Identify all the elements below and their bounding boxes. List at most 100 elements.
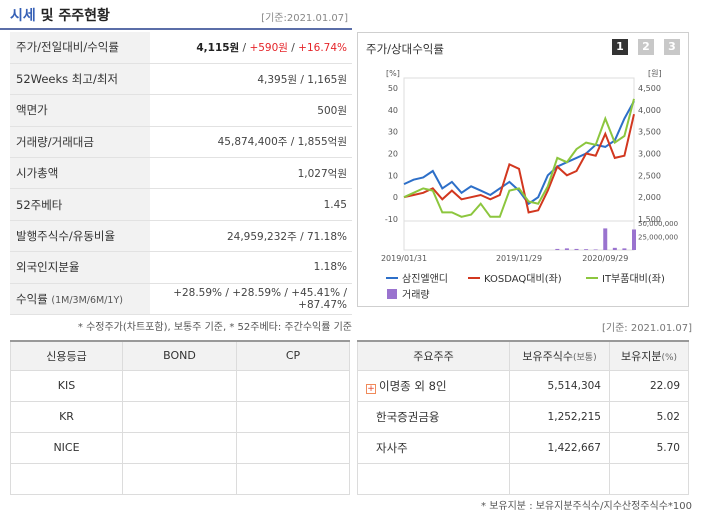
table-row: 자사주 1,422,667 5.70: [357, 431, 689, 465]
row-shares: 발행주식수/유동비율 24,959,232주 / 71.18%: [10, 220, 352, 253]
row-volume: 거래량/거래대금 45,874,400주 / 1,855억원: [10, 126, 352, 159]
volume-bar: [564, 248, 569, 250]
table-row: + 이명종 외 8인 5,514,304 22.09: [357, 369, 689, 402]
cp-rating: [236, 463, 350, 496]
holder-shares: 5,514,304: [509, 369, 610, 402]
credit-agency: KIS: [10, 369, 123, 402]
section-title: 시세 및 주주현황: [10, 8, 110, 24]
holder-shares: [509, 463, 610, 496]
row-return: 수익률 (1M/3M/6M/1Y) +28.59% / +28.59% / +4…: [10, 283, 352, 316]
row-value: 500원: [150, 94, 352, 127]
row-key: 수익률 (1M/3M/6M/1Y): [10, 283, 150, 316]
holder-name: [357, 463, 510, 496]
x-tick-label: 2019/01/31: [381, 254, 427, 263]
left-axis-unit: [%]: [386, 69, 400, 78]
right-axis-unit: [원]: [648, 69, 662, 78]
credit-header: BOND: [122, 340, 237, 371]
row-52weeks: 52Weeks 최고/최저 4,395원 / 1,165원: [10, 63, 352, 96]
right-tick-label: 3,500: [638, 128, 661, 137]
row-market-cap: 시가총액 1,027억원: [10, 157, 352, 190]
x-tick-label: 2020/09/29: [582, 254, 628, 263]
bond-rating: [122, 463, 237, 496]
holder-name: 자사주: [357, 431, 510, 465]
right-tick-label: 4,000: [638, 106, 661, 115]
expand-plus-icon[interactable]: +: [366, 383, 376, 394]
row-value: 1.18%: [150, 251, 352, 284]
credit-agency: KR: [10, 400, 123, 433]
volume-bar: [603, 228, 608, 250]
chart-page-2-button[interactable]: 2: [638, 39, 654, 55]
market-info-table: 주가/전일대비/수익률 4,115원 / +590원 / +16.74% 52W…: [10, 32, 352, 316]
row-value: 4,395원 / 1,165원: [150, 63, 352, 96]
chart-title: 주가/상대수익률: [366, 42, 444, 56]
market-note: * 수정주가(차트포함), 보통주 기준, * 52주베타: 주간수익률 기준: [77, 322, 352, 333]
right-tick-label: 4,500: [638, 84, 661, 93]
cp-rating: [236, 400, 350, 433]
table-row: [10, 463, 350, 496]
chart-page-3-button[interactable]: 3: [664, 39, 680, 55]
holder-ratio: [609, 463, 689, 496]
right-tick-label: 2,000: [638, 193, 661, 202]
chart-panel: 주가/상대수익률 1 2 3 [%] [원] 50 40 30 20 10 0 -10 4,500…: [357, 32, 689, 307]
left-tick-label: 0: [393, 193, 398, 202]
row-value: 1,027억원: [150, 157, 352, 190]
left-tick-label: 30: [388, 128, 398, 137]
section-header: 시세 및 주주현황 [기준:2021.01.07]: [0, 0, 352, 30]
volume-bar: [622, 248, 627, 250]
volume-bar: [612, 247, 617, 250]
holders-header: 보유주식수(보통): [509, 340, 610, 371]
volume-bar: [555, 248, 560, 250]
x-tick-label: 2019/11/29: [496, 254, 542, 263]
row-value: 1.45: [150, 188, 352, 221]
base-date-right: [기준: 2021.01.07]: [601, 323, 692, 334]
legend-label: IT부품대비(좌): [602, 273, 665, 285]
credit-rating-table: 신용등급 BOND CP KIS KR NICE: [10, 340, 350, 496]
left-tick-label: 40: [388, 106, 398, 115]
volume-bar: [593, 249, 598, 250]
row-beta: 52주베타 1.45: [10, 188, 352, 221]
table-row: KIS: [10, 369, 350, 402]
left-tick-label: 20: [388, 150, 398, 159]
credit-agency: NICE: [10, 431, 123, 465]
row-key: 52주베타: [10, 188, 150, 221]
row-key: 외국인지분율: [10, 251, 150, 284]
row-face-value: 액면가 500원: [10, 94, 352, 127]
right-tick-label: 2,500: [638, 171, 661, 180]
volume-tick-label: 50,000,000: [638, 220, 678, 228]
volume-bar: [584, 249, 589, 250]
left-tick-label: -10: [385, 215, 398, 224]
credit-agency: [10, 463, 123, 496]
chart-page-1-button[interactable]: 1: [612, 39, 628, 55]
row-key: 거래량/거래대금: [10, 126, 150, 159]
plot-frame: [403, 77, 635, 251]
volume-tick-label: 25,000,000: [638, 234, 678, 242]
right-tick-label: 3,000: [638, 150, 661, 159]
row-key: 시가총액: [10, 157, 150, 190]
table-row: KR: [10, 400, 350, 433]
credit-header: CP: [236, 340, 350, 371]
volume-bar: [574, 248, 579, 250]
cp-rating: [236, 431, 350, 465]
right-tick-label: 1,500: [638, 215, 661, 224]
legend-label: 거래량: [402, 289, 430, 301]
legend-label: 삼진엘앤디: [402, 272, 448, 285]
credit-header: 신용등급: [10, 340, 123, 371]
left-tick-label: 50: [388, 84, 398, 93]
legend-label: KOSDAQ대비(좌): [484, 273, 562, 285]
holder-name: + 이명종 외 8인: [357, 369, 510, 402]
row-foreign: 외국인지분율 1.18%: [10, 251, 352, 284]
row-key: 52Weeks 최고/최저: [10, 63, 150, 96]
holder-name: 한국증권금융: [357, 400, 510, 433]
major-shareholders-table: 주요주주 보유주식수(보통) 보유지분(%) + 이명종 외 8인 5,514,3…: [357, 340, 689, 496]
bond-rating: [122, 400, 237, 433]
bond-rating: [122, 431, 237, 465]
holder-ratio: 5.02: [609, 400, 689, 433]
bottom-note: * 보유지분 : 보유지분주식수/지수산정주식수*100: [481, 501, 692, 512]
legend-swatch: [387, 289, 397, 299]
holders-header: 보유지분(%): [609, 340, 689, 371]
table-row: 한국증권금융 1,252,215 5.02: [357, 400, 689, 433]
table-row: [357, 463, 689, 496]
series-line-it: [403, 98, 635, 218]
table-row: NICE: [10, 431, 350, 465]
left-tick-label: 10: [388, 171, 398, 180]
